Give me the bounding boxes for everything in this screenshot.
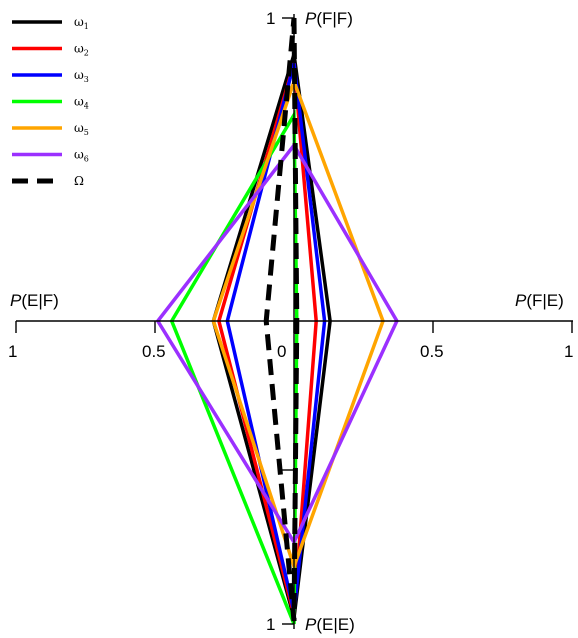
top-axis-label: P(F|F) bbox=[305, 9, 353, 28]
center-tick-label-0: 0 bbox=[277, 342, 286, 361]
legend-label-7: Ω bbox=[74, 174, 84, 188]
left-tick-label-0-5: 0.5 bbox=[142, 342, 166, 361]
left-axis-label: P(E|F) bbox=[10, 291, 59, 310]
top-axis-end-tick-label: 1 bbox=[266, 9, 275, 28]
right-tick-label-1: 1 bbox=[564, 342, 573, 361]
axes bbox=[15, 14, 573, 629]
bottom-axis-end-tick-label: 1 bbox=[266, 615, 275, 634]
left-tick-label-1: 1 bbox=[8, 342, 17, 361]
legend-label-3: ω3 bbox=[74, 68, 89, 84]
right-axis-label: P(F|E) bbox=[515, 291, 564, 310]
legend-label-2: ω2 bbox=[74, 42, 89, 58]
legend-label-1: ω1 bbox=[74, 15, 89, 31]
legend-label-6: ω6 bbox=[74, 148, 89, 164]
axis-labels: P(F|F) 1 P(E|F) P(F|E) 1 0.5 0 0.5 1 1 P… bbox=[8, 9, 573, 634]
legend: ω1 ω2 ω3 ω4 ω5 ω6 Ω bbox=[12, 15, 89, 188]
legend-label-5: ω5 bbox=[74, 121, 89, 137]
bottom-axis-label: P(E|E) bbox=[305, 615, 355, 634]
legend-label-4: ω4 bbox=[74, 95, 89, 111]
right-tick-label-0-5: 0.5 bbox=[420, 342, 444, 361]
